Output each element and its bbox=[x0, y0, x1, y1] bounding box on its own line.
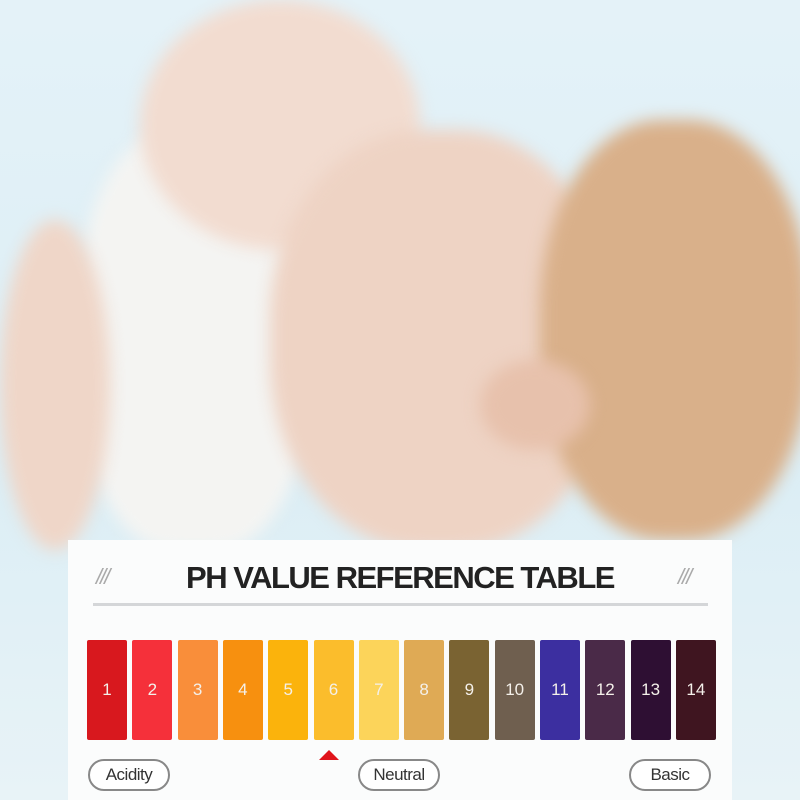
divider bbox=[93, 603, 708, 606]
ph-swatch-2: 2 bbox=[132, 640, 173, 740]
ph-swatch-3: 3 bbox=[177, 640, 218, 740]
neutral-label: Neutral bbox=[358, 759, 440, 791]
ph-swatch-9: 9 bbox=[449, 640, 490, 740]
decoration-slashes-left: /// bbox=[96, 564, 110, 589]
basic-label: Basic bbox=[629, 759, 711, 791]
neutral-marker-triangle-icon bbox=[319, 750, 339, 760]
ph-swatch-12: 12 bbox=[585, 640, 626, 740]
ph-swatch-11: 11 bbox=[540, 640, 580, 740]
decoration-slashes-right: /// bbox=[678, 564, 692, 589]
ph-swatch-7: 7 bbox=[358, 640, 399, 740]
ph-swatch-10: 10 bbox=[494, 640, 535, 740]
acidity-label: Acidity bbox=[88, 759, 170, 791]
ph-swatch-13: 13 bbox=[630, 640, 671, 740]
ph-swatch-14: 14 bbox=[675, 640, 716, 740]
ph-swatch-6: 6 bbox=[313, 640, 354, 740]
ph-swatch-8: 8 bbox=[404, 640, 445, 740]
page-title: PH VALUE REFERENCE TABLE bbox=[186, 560, 615, 595]
ph-swatch-5: 5 bbox=[268, 640, 309, 740]
ph-swatch-1: 1 bbox=[87, 640, 127, 740]
ph-swatch-4: 4 bbox=[222, 640, 263, 740]
